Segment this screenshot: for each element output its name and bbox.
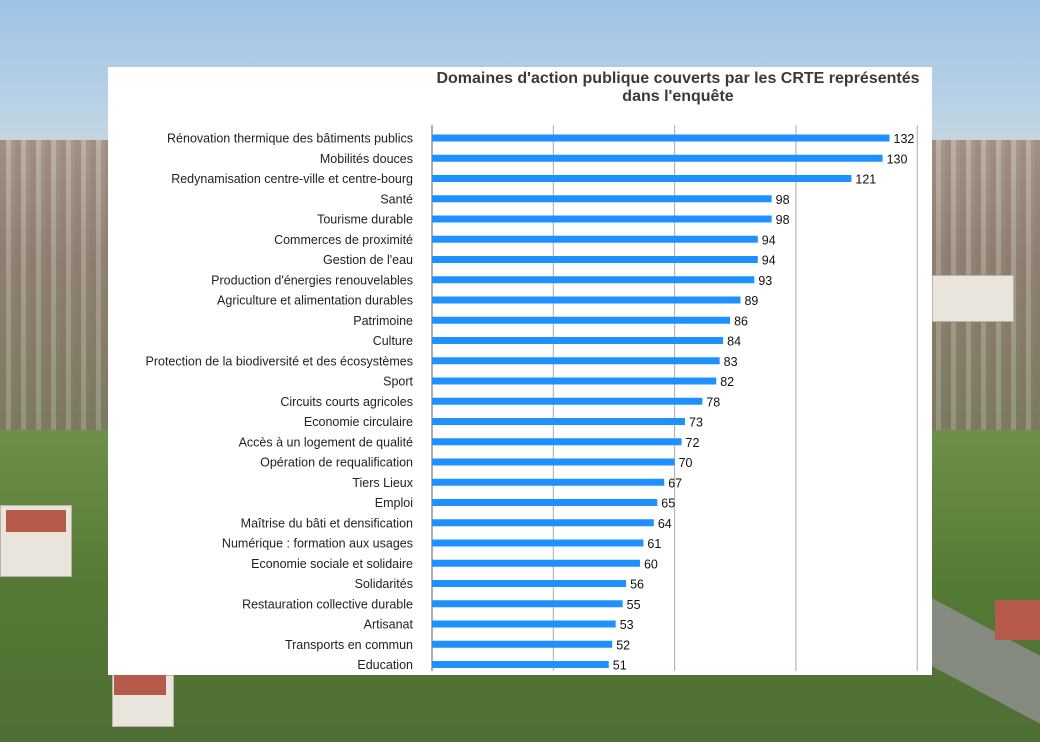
bar [432, 478, 665, 486]
data-label: 89 [744, 294, 758, 308]
bar [432, 215, 772, 223]
data-label: 94 [762, 254, 776, 268]
data-label: 94 [762, 233, 776, 247]
data-label: 98 [776, 193, 790, 207]
data-label: 82 [720, 375, 734, 389]
data-label: 61 [647, 537, 661, 551]
data-label: 98 [776, 213, 790, 227]
category-label: Mobilités douces [320, 152, 413, 166]
data-label: 86 [734, 314, 748, 328]
bar [432, 296, 741, 304]
data-label: 73 [689, 416, 703, 430]
category-label: Economie circulaire [304, 415, 413, 429]
category-label: Artisanat [364, 618, 414, 632]
data-label: 70 [679, 456, 693, 470]
data-label: 55 [627, 598, 641, 612]
data-label: 67 [668, 476, 682, 490]
data-label: 64 [658, 517, 672, 531]
bar [432, 195, 772, 203]
chart-title-line-1: Domaines d'action publique couverts par … [436, 70, 920, 87]
category-label: Maîtrise du bâti et densification [241, 516, 413, 530]
bar [432, 134, 890, 142]
bar [432, 418, 686, 425]
bar [432, 661, 609, 668]
bar [432, 276, 755, 284]
category-label: Numérique : formation aux usages [222, 537, 413, 551]
bar [432, 438, 682, 446]
bar [432, 154, 883, 162]
bar [432, 519, 654, 527]
data-label: 83 [724, 355, 738, 369]
data-label: 132 [894, 132, 915, 146]
data-label: 51 [613, 659, 627, 673]
category-label: Emploi [375, 496, 413, 510]
category-label: Education [357, 658, 413, 672]
building-roof [995, 600, 1040, 640]
category-label: Tiers Lieux [352, 476, 413, 490]
category-label: Transports en commun [285, 638, 413, 652]
chart-title: Domaines d'action publique couverts par … [428, 70, 928, 106]
chart-title-line-2: dans l'enquête [622, 88, 734, 105]
category-label: Sport [383, 375, 413, 389]
bar-chart: Rénovation thermique des bâtiments publi… [146, 125, 918, 673]
bar [432, 580, 627, 587]
bar [432, 397, 703, 405]
bar [432, 559, 640, 567]
data-label: 84 [727, 335, 741, 349]
data-label: 78 [706, 395, 720, 409]
category-label: Patrimoine [353, 314, 413, 328]
category-label: Accès à un logement de qualité [239, 435, 413, 449]
data-label: 52 [616, 638, 630, 652]
category-label: Gestion de l'eau [323, 253, 413, 267]
category-label: Rénovation thermique des bâtiments publi… [167, 132, 413, 146]
data-label: 65 [661, 497, 675, 511]
bar [432, 640, 613, 648]
bar [432, 175, 852, 182]
category-label: Solidarités [355, 577, 413, 591]
data-label: 56 [630, 578, 644, 592]
category-label: Agriculture et alimentation durables [217, 294, 413, 308]
category-label: Production d'énergies renouvelables [211, 273, 413, 287]
category-label: Economie sociale et solidaire [251, 557, 413, 571]
data-label: 130 [887, 152, 908, 166]
category-label: Culture [373, 334, 413, 348]
category-label: Santé [380, 192, 413, 206]
category-label: Redynamisation centre-ville et centre-bo… [171, 172, 413, 186]
bar [432, 377, 717, 385]
bar [432, 600, 623, 608]
data-label: 72 [686, 436, 700, 450]
building-roof [6, 510, 66, 532]
bar [432, 256, 758, 263]
bar [432, 316, 731, 324]
category-label: Commerces de proximité [274, 233, 413, 247]
chart-card: Domaines d'action publique couverts par … [108, 67, 932, 675]
building [932, 275, 1014, 322]
bar [432, 499, 658, 506]
category-label: Opération de requalification [260, 456, 413, 470]
category-label: Circuits courts agricoles [280, 395, 413, 409]
building-roof [114, 675, 166, 695]
bar [432, 539, 644, 547]
bar [432, 620, 616, 628]
category-label: Restauration collective durable [242, 597, 413, 611]
bar [432, 357, 720, 365]
category-label: Tourisme durable [317, 213, 413, 227]
data-label: 93 [758, 274, 772, 288]
data-label: 53 [620, 618, 634, 632]
bar [432, 235, 758, 243]
data-label: 121 [855, 173, 876, 187]
category-label: Protection de la biodiversité et des éco… [146, 354, 414, 368]
bar [432, 458, 675, 466]
bar [432, 337, 724, 344]
data-label: 60 [644, 557, 658, 571]
